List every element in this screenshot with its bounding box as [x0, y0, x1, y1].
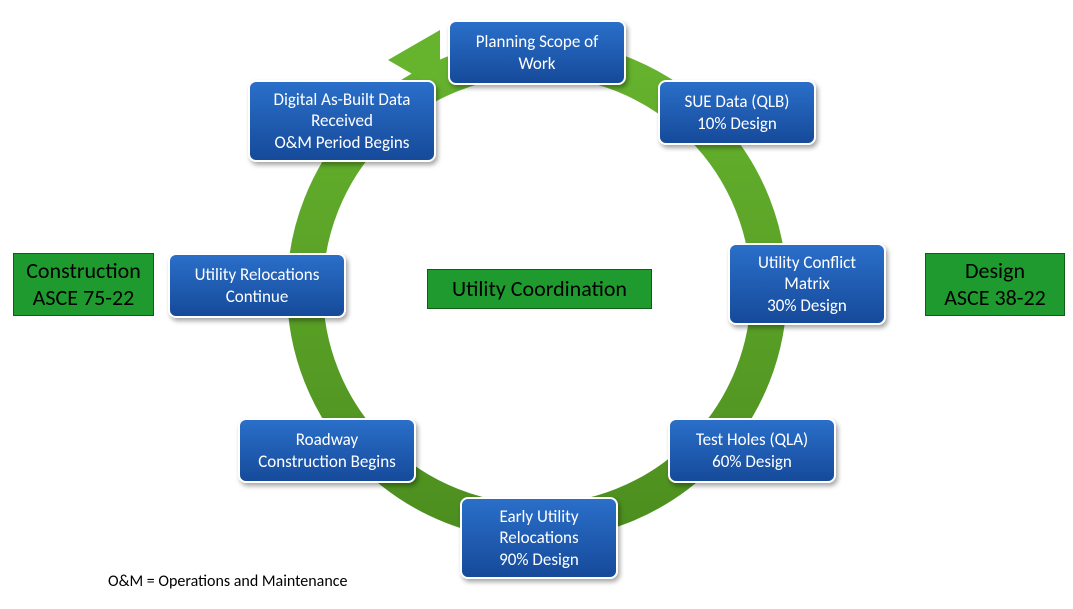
process-node-testholes: Test Holes (QLA)60% Design: [668, 418, 836, 483]
process-node-label: Utility ConflictMatrix30% Design: [758, 252, 856, 316]
diagram-stage: Utility Coordination Construction ASCE 7…: [0, 0, 1073, 609]
process-node-label: Digital As-Built DataReceivedO&M Period …: [274, 89, 411, 153]
process-node-label: Test Holes (QLA)60% Design: [696, 429, 808, 472]
process-node-sue: SUE Data (QLB)10% Design: [658, 80, 816, 145]
side-label-construction: Construction ASCE 75-22: [13, 253, 154, 316]
process-node-label: RoadwayConstruction Begins: [258, 429, 396, 472]
process-node-label: SUE Data (QLB)10% Design: [685, 91, 790, 134]
process-node-label: Early UtilityRelocations90% Design: [499, 506, 579, 570]
footnote: O&M = Operations and Maintenance: [108, 572, 347, 591]
process-node-early: Early UtilityRelocations90% Design: [460, 497, 618, 579]
process-node-conflict: Utility ConflictMatrix30% Design: [728, 243, 886, 325]
center-label-text: Utility Coordination: [452, 276, 627, 302]
process-node-label: Planning Scope ofWork: [476, 31, 599, 74]
side-label-left-text: Construction ASCE 75-22: [26, 258, 141, 311]
process-node-continue: Utility RelocationsContinue: [168, 253, 346, 318]
process-node-asbuilt: Digital As-Built DataReceivedO&M Period …: [248, 80, 436, 162]
side-label-right-text: Design ASCE 38-22: [944, 258, 1046, 311]
side-label-design: Design ASCE 38-22: [925, 253, 1065, 316]
process-node-roadway: RoadwayConstruction Begins: [238, 418, 416, 483]
process-node-planning: Planning Scope ofWork: [448, 20, 626, 85]
process-node-label: Utility RelocationsContinue: [195, 264, 320, 307]
center-label: Utility Coordination: [427, 269, 652, 309]
